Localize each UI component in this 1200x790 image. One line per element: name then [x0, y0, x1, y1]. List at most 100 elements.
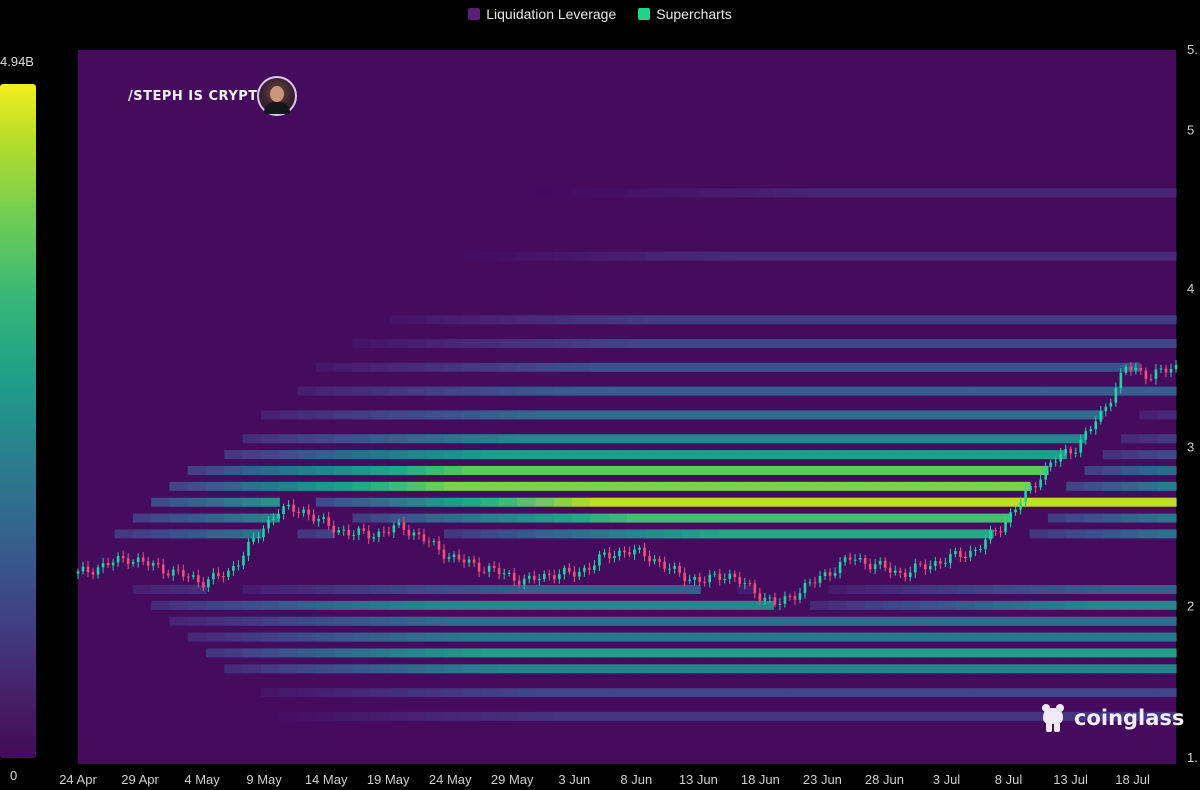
band-cell [370, 688, 390, 698]
band-cell [480, 664, 500, 674]
band-cell [389, 711, 408, 721]
band-cell [315, 450, 335, 460]
band-cell [553, 600, 573, 610]
candle-body [232, 565, 235, 571]
candle-body [1034, 486, 1037, 488]
band-cell [480, 410, 500, 420]
band-cell [553, 362, 573, 372]
band-cell [1066, 497, 1086, 507]
band-cell [1066, 648, 1086, 658]
band-cell [590, 450, 610, 460]
band-cell [553, 497, 573, 507]
band-cell [206, 497, 225, 507]
band-cell [553, 513, 573, 523]
candle-body [372, 537, 376, 539]
x-tick-label: 29 Apr [121, 772, 159, 787]
band-cell [645, 497, 665, 507]
band-cell [315, 529, 335, 539]
candle-body [437, 541, 441, 550]
band-cell [1066, 434, 1086, 444]
candle-body [713, 573, 717, 575]
band-cell [553, 632, 573, 642]
band-cell [663, 711, 683, 721]
band-cell [773, 513, 793, 523]
band-cell [151, 497, 171, 507]
band-cell [1084, 664, 1104, 674]
band-cell [1011, 434, 1031, 444]
band-cell [1011, 362, 1031, 372]
candle-body [202, 582, 205, 588]
candle-body [908, 572, 912, 578]
band-cell [572, 688, 591, 698]
band-cell [1029, 664, 1049, 674]
band-cell [993, 410, 1012, 420]
band-cell [1121, 465, 1140, 475]
band-cell [1139, 481, 1159, 491]
band-cell [407, 410, 427, 420]
band-cell [956, 529, 976, 539]
candle-body [237, 565, 240, 567]
candle-body [1114, 388, 1118, 403]
band-cell [1084, 711, 1104, 721]
band-cell [352, 481, 372, 491]
band-cell [773, 315, 793, 325]
band-cell [1047, 434, 1067, 444]
band-cell [352, 339, 372, 349]
band-cell [919, 688, 939, 698]
band-cell [590, 632, 610, 642]
candle-body [1074, 452, 1078, 454]
band-cell [1121, 497, 1140, 507]
band-cell [590, 497, 610, 507]
candle-body [623, 550, 626, 553]
candle-body [367, 530, 371, 539]
band-cell [517, 688, 537, 698]
band-cell [297, 434, 317, 444]
band-cell [169, 616, 189, 626]
band-cell [334, 664, 354, 674]
candle-body [798, 593, 802, 600]
candle-body [818, 575, 822, 583]
band-cell [700, 664, 720, 674]
band-cell [974, 616, 994, 626]
band-cell [224, 648, 244, 658]
liquidation-band [242, 434, 1177, 444]
band-cell [590, 315, 610, 325]
band-cell [590, 386, 610, 396]
band-cell [1066, 529, 1086, 539]
legend-item-liquidation-leverage[interactable]: Liquidation Leverage [468, 6, 616, 22]
band-cell [1084, 339, 1104, 349]
band-cell [608, 648, 628, 658]
band-cell [517, 584, 537, 594]
band-cell [315, 434, 335, 444]
candle-body [272, 518, 275, 521]
band-cell [261, 450, 280, 460]
liquidation-band [187, 465, 1177, 475]
band-cell [883, 600, 903, 610]
band-cell [370, 434, 390, 444]
band-cell [919, 584, 939, 594]
band-cell [919, 251, 939, 261]
legend-item-supercharts[interactable]: Supercharts [638, 6, 732, 22]
band-cell [553, 711, 573, 721]
band-cell [883, 362, 903, 372]
band-cell [572, 584, 591, 594]
band-cell [389, 465, 408, 475]
band-cell [1011, 664, 1031, 674]
band-cell [938, 251, 957, 261]
band-cell [700, 632, 720, 642]
band-cell [1084, 600, 1104, 610]
band-cell [334, 450, 354, 460]
band-cell [517, 648, 537, 658]
band-cell [517, 664, 537, 674]
candle-body [949, 554, 952, 563]
candle-body [723, 578, 727, 580]
band-cell [1066, 664, 1086, 674]
candle-body [151, 562, 155, 566]
band-cell [389, 481, 408, 491]
band-cell [425, 664, 445, 674]
band-cell [938, 450, 957, 460]
candle-body [974, 549, 977, 551]
band-cell [1047, 497, 1067, 507]
candle-body [813, 582, 817, 584]
